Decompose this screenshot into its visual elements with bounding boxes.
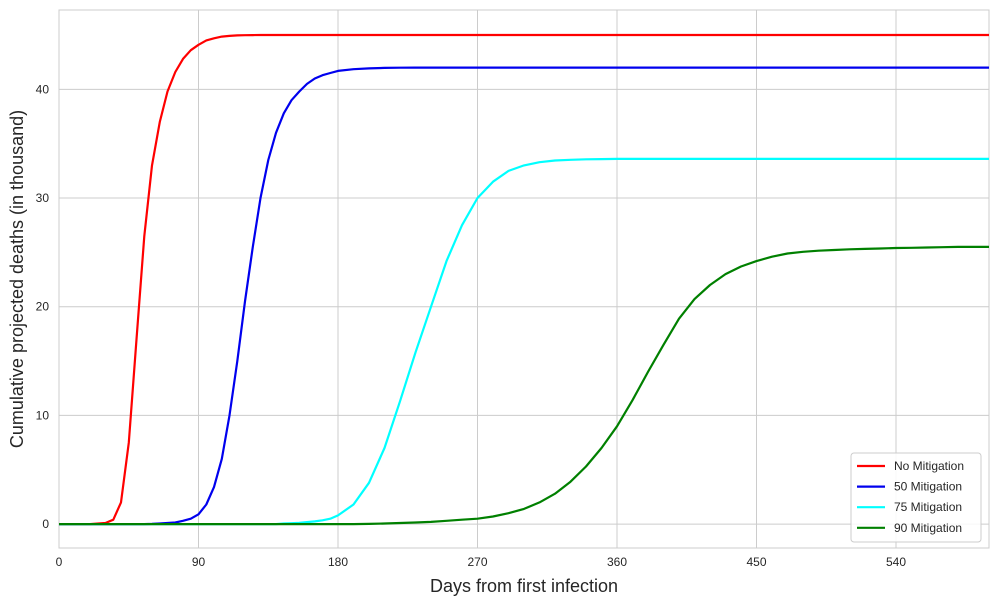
y-tick-label: 40 xyxy=(36,82,50,96)
y-tick-label: 20 xyxy=(36,300,50,314)
legend-box xyxy=(850,452,982,543)
y-axis-title: Cumulative projected deaths (in thousand… xyxy=(7,110,27,448)
legend-label: 50 Mitigation xyxy=(894,480,962,494)
x-tick-label: 90 xyxy=(192,555,206,569)
grid-lines xyxy=(59,10,989,548)
x-tick-labels: 0 90 180 270 360 450 540 xyxy=(56,555,907,569)
x-tick-label: 180 xyxy=(328,555,348,569)
y-tick-label: 0 xyxy=(42,517,49,531)
x-tick-label: 540 xyxy=(886,555,906,569)
x-tick-label: 450 xyxy=(746,555,766,569)
series-line-0 xyxy=(59,33,989,526)
series-lines xyxy=(59,33,989,526)
y-tick-label: 30 xyxy=(36,191,50,205)
x-tick-label: 270 xyxy=(467,555,487,569)
y-tick-label: 10 xyxy=(36,408,50,422)
legend-label: 75 Mitigation xyxy=(894,500,962,514)
legend-label: No Mitigation xyxy=(894,459,964,473)
series-line-3 xyxy=(59,245,989,526)
legend: No Mitigation 50 Mitigation 75 Mitigation 9… xyxy=(850,452,982,543)
series-line-1 xyxy=(59,66,989,526)
x-axis-title: Days from first infection xyxy=(430,576,618,596)
legend-label: 90 Mitigation xyxy=(894,521,962,535)
y-tick-labels: 0 10 20 30 40 xyxy=(36,82,50,531)
x-tick-label: 0 xyxy=(56,555,63,569)
plot-frame xyxy=(58,9,990,549)
x-tick-label: 360 xyxy=(607,555,627,569)
